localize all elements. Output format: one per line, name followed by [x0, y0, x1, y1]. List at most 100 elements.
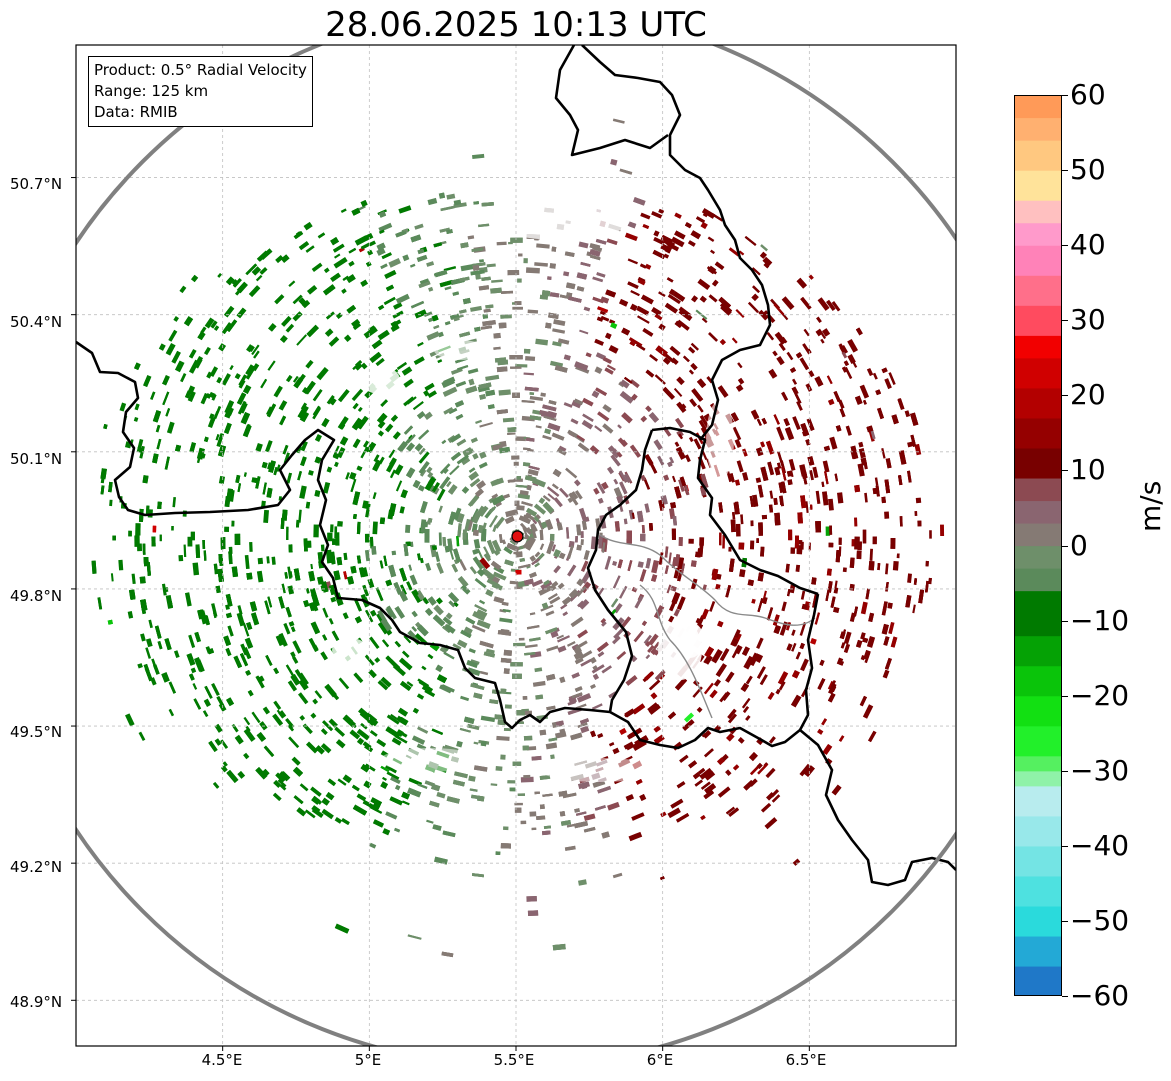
- velocity-gate: [424, 528, 430, 543]
- velocity-gate: [477, 795, 485, 802]
- velocity-gate: [383, 555, 388, 567]
- velocity-gate: [859, 384, 870, 399]
- velocity-gate: [700, 221, 708, 230]
- velocity-gate: [369, 351, 382, 363]
- velocity-gate: [668, 552, 672, 564]
- velocity-gate: [330, 524, 334, 533]
- velocity-gate: [454, 400, 465, 408]
- velocity-gate: [567, 564, 577, 577]
- velocity-gate: [360, 279, 368, 287]
- velocity-gate: [480, 715, 496, 723]
- velocity-gate: [355, 363, 363, 371]
- velocity-gate: [460, 456, 471, 466]
- velocity-gate: [292, 311, 303, 322]
- velocity-gate: [461, 486, 470, 494]
- velocity-gate: [731, 651, 737, 659]
- colorbar-tick-mark: [1062, 470, 1068, 472]
- velocity-gate: [322, 481, 331, 494]
- velocity-gate: [826, 568, 832, 576]
- velocity-gate: [184, 592, 192, 607]
- lat-tick-label: 49.8°N: [10, 587, 63, 605]
- velocity-gate: [651, 211, 663, 219]
- velocity-gate: [756, 538, 759, 544]
- velocity-gate: [249, 541, 253, 552]
- colorbar-tick-mark: [1062, 320, 1068, 322]
- velocity-gate: [144, 667, 153, 682]
- velocity-gate: [314, 490, 321, 497]
- velocity-gate: [514, 500, 520, 506]
- velocity-gate: [342, 612, 349, 620]
- velocity-gate: [515, 569, 522, 575]
- colorbar-tick-label: 20: [1070, 378, 1106, 412]
- velocity-gate: [433, 242, 443, 248]
- velocity-gate: [471, 511, 482, 524]
- velocity-gate: [545, 610, 555, 617]
- velocity-gate: [211, 603, 218, 618]
- velocity-gate: [271, 556, 276, 565]
- velocity-gate: [522, 695, 528, 700]
- velocity-gate: [559, 487, 569, 498]
- velocity-gate: [225, 612, 232, 619]
- velocity-gate: [719, 338, 726, 346]
- velocity-gate: [539, 543, 545, 551]
- velocity-gate: [671, 475, 677, 483]
- velocity-gate: [392, 310, 404, 319]
- velocity-gate: [864, 492, 868, 503]
- colorbar-tick-mark: [1062, 545, 1068, 547]
- velocity-gate: [570, 616, 584, 628]
- velocity-gate: [839, 408, 846, 418]
- velocity-gate: [322, 634, 328, 641]
- velocity-gate: [727, 713, 738, 724]
- velocity-gate: [617, 559, 623, 569]
- velocity-gate: [845, 425, 852, 436]
- velocity-gate: [297, 470, 302, 481]
- velocity-gate: [573, 398, 584, 406]
- velocity-gate: [490, 783, 498, 787]
- velocity-gate: [298, 297, 306, 305]
- velocity-gate: [799, 763, 811, 777]
- velocity-gate: [884, 378, 892, 390]
- velocity-gate: [668, 288, 676, 296]
- velocity-gate: [231, 520, 235, 527]
- velocity-gate: [285, 323, 295, 333]
- velocity-gate: [448, 511, 456, 525]
- velocity-gate: [514, 586, 523, 590]
- velocity-gate: [776, 355, 785, 366]
- velocity-gate: [524, 475, 537, 482]
- velocity-gate: [731, 337, 738, 344]
- velocity-gate: [865, 588, 870, 600]
- velocity-gate: [542, 434, 552, 441]
- velocity-gate: [368, 240, 376, 247]
- velocity-gate: [288, 544, 293, 553]
- velocity-gate: [364, 744, 374, 753]
- velocity-gate: [372, 819, 384, 828]
- velocity-gate: [626, 742, 639, 751]
- velocity-gate: [535, 694, 544, 700]
- velocity-gate: [418, 461, 430, 475]
- velocity-gate: [417, 248, 425, 255]
- lat-tick-label: 50.7°N: [10, 175, 63, 193]
- velocity-gate: [386, 714, 400, 725]
- velocity-gate: [438, 192, 446, 199]
- velocity-gate: [617, 424, 622, 429]
- velocity-gate: [568, 492, 579, 506]
- velocity-gate: [470, 659, 480, 665]
- velocity-gate: [354, 616, 362, 624]
- velocity-gate: [308, 638, 319, 652]
- velocity-gate: [578, 599, 590, 610]
- colorbar-band: [1014, 170, 1062, 201]
- velocity-gate: [377, 680, 389, 691]
- velocity-gate: [824, 471, 829, 485]
- colorbar-band: [1014, 965, 1062, 996]
- velocity-gate: [689, 398, 698, 408]
- velocity-gate: [684, 712, 694, 723]
- velocity-gate: [311, 262, 323, 273]
- velocity-gate: [239, 402, 248, 414]
- velocity-gate: [303, 600, 310, 608]
- colorbar-band: [1014, 477, 1062, 502]
- velocity-gate: [792, 416, 801, 430]
- velocity-gate: [899, 516, 903, 527]
- velocity-gate: [573, 646, 582, 655]
- velocity-gate: [831, 301, 841, 312]
- velocity-gate: [709, 600, 716, 612]
